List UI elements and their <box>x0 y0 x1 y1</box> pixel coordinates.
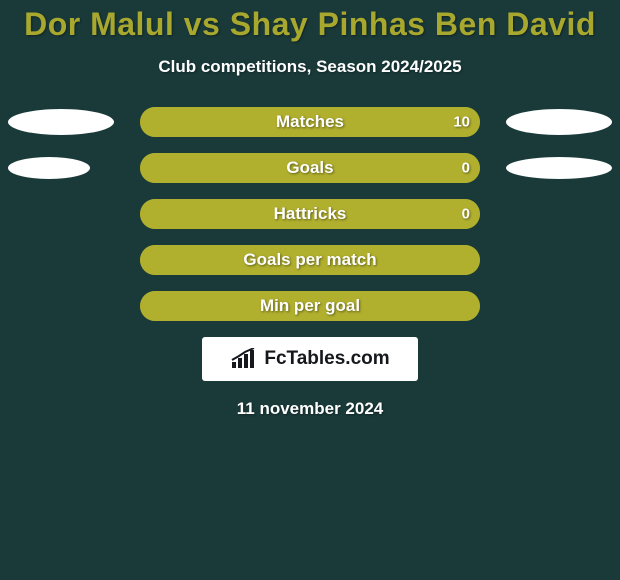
stat-row: Goals0 <box>0 153 620 183</box>
date-line: 11 november 2024 <box>0 399 620 419</box>
stat-bar: Min per goal <box>140 291 480 321</box>
stat-value: 10 <box>453 114 470 131</box>
stat-value: 0 <box>462 206 470 223</box>
brand-text: FcTables.com <box>264 348 389 370</box>
stat-label: Goals per match <box>140 250 480 270</box>
subtitle: Club competitions, Season 2024/2025 <box>0 57 620 77</box>
stat-row: Hattricks0 <box>0 199 620 229</box>
left-ellipse <box>8 109 114 135</box>
stat-bar: Hattricks0 <box>140 199 480 229</box>
right-ellipse <box>506 109 612 135</box>
stat-value: 0 <box>462 160 470 177</box>
right-ellipse <box>506 157 612 179</box>
stat-bar: Matches10 <box>140 107 480 137</box>
comparison-chart: Matches10Goals0Hattricks0Goals per match… <box>0 107 620 321</box>
stat-label: Goals <box>140 158 480 178</box>
brand-chart-icon <box>230 348 258 370</box>
stat-row: Goals per match <box>0 245 620 275</box>
stat-bar: Goals0 <box>140 153 480 183</box>
stat-label: Min per goal <box>140 296 480 316</box>
page-title: Dor Malul vs Shay Pinhas Ben David <box>0 0 620 43</box>
stat-label: Hattricks <box>140 204 480 224</box>
stat-row: Matches10 <box>0 107 620 137</box>
left-ellipse <box>8 157 90 179</box>
stat-bar: Goals per match <box>140 245 480 275</box>
stat-row: Min per goal <box>0 291 620 321</box>
brand-box: FcTables.com <box>202 337 418 381</box>
stat-label: Matches <box>140 112 480 132</box>
